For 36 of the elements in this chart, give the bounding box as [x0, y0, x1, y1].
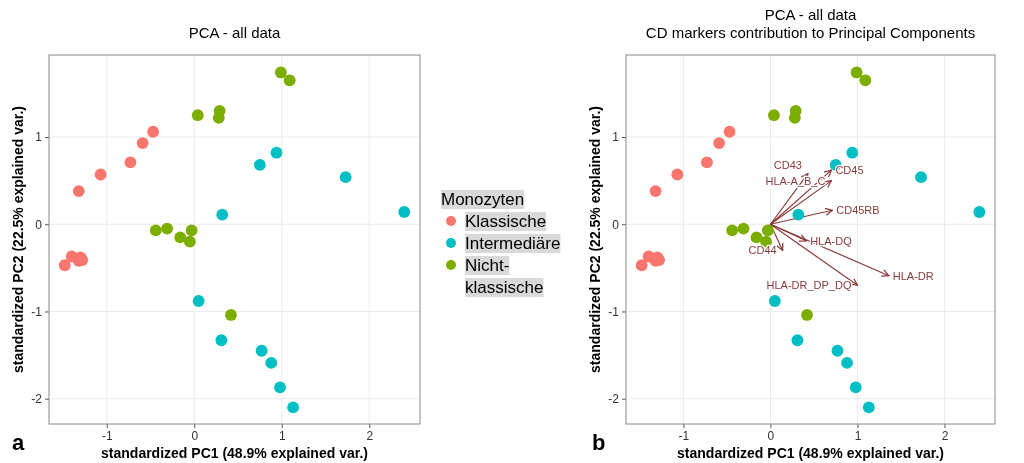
y-tick-label: 1	[35, 130, 43, 145]
x-tick-label: 2	[366, 428, 374, 443]
x-tick-label: 2	[941, 428, 949, 443]
series-label: HLA-DQ	[810, 234, 853, 247]
x-tick-label: -1	[101, 428, 113, 443]
y-tick-label: -2	[608, 392, 620, 407]
series-label: HLA-DR	[892, 269, 934, 282]
legend-label: Intermediäre	[465, 234, 561, 253]
series-label: HLA-DR_DP_DQ	[766, 279, 852, 292]
y-tick-label: -1	[608, 304, 620, 319]
chart-title: PCA - all data	[764, 6, 858, 23]
y-tick-label: 0	[612, 217, 620, 232]
series-label: CD43	[773, 158, 802, 171]
y-axis-title: standardized PC2 (22.5% explained var.)	[10, 106, 26, 373]
series-label: CD44	[748, 244, 777, 257]
series-label: CD45RB	[836, 204, 880, 217]
y-tick-label: 1	[612, 130, 620, 145]
y-tick-label: 0	[35, 217, 43, 232]
x-tick-label: 1	[278, 428, 286, 443]
y-tick-label: -2	[31, 392, 43, 407]
x-tick-label: 0	[767, 428, 775, 443]
chart-title: PCA - all data	[188, 24, 282, 41]
x-axis-title: standardized PC1 (48.9% explained var.)	[677, 445, 944, 461]
x-tick-label: -1	[678, 428, 690, 443]
x-tick-label: 1	[854, 428, 862, 443]
legend-label: Klassische	[465, 212, 547, 231]
y-axis-title: standardized PC2 (22.5% explained var.)	[587, 106, 603, 373]
text: b	[592, 430, 606, 455]
x-tick-label: 0	[191, 428, 199, 443]
legend-label: Nicht-klassische	[465, 256, 544, 297]
chart-subtitle: CD markers contribution to Principal Components	[645, 24, 976, 41]
series-label: CD45	[835, 164, 864, 177]
text: a	[12, 430, 25, 455]
legend-title: Monozyten	[441, 190, 525, 209]
x-axis-title: standardized PC1 (48.9% explained var.)	[101, 445, 368, 461]
y-tick-label: -1	[31, 304, 43, 319]
